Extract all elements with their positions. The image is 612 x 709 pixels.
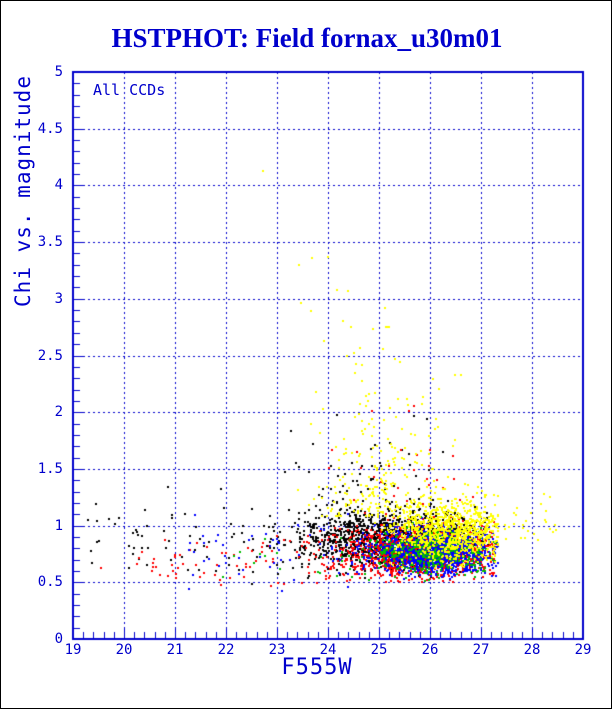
y-tick-label: 3.5 [37,234,63,250]
ccd-legend-label: All CCDs [93,81,166,99]
x-tick-label: 29 [574,642,592,658]
x-tick-label: 24 [319,642,337,658]
x-tick-label: 28 [523,642,541,658]
x-tick-label: 25 [370,642,388,658]
page-title: HSTPHOT: Field fornax_u30m01 [111,23,503,53]
x-tick-label: 19 [64,642,82,658]
x-tick-label: 20 [115,642,133,658]
y-tick-label: 0 [54,631,63,647]
x-tick-label: 22 [217,642,235,658]
x-tick-label: 27 [472,642,490,658]
x-tick-label: 26 [421,642,439,658]
y-tick-label: 1.5 [37,461,63,477]
y-tick-label: 0.5 [37,574,63,590]
x-axis-label: F555W [281,655,353,680]
y-tick-label: 5 [54,64,63,80]
x-tick-label: 23 [268,642,286,658]
y-tick-label: 4.5 [37,121,63,137]
y-tick-label: 3 [54,291,63,307]
y-tick-label: 1 [54,518,63,534]
x-tick-label: 21 [166,642,184,658]
y-tick-label: 4 [54,177,63,193]
y-tick-label: 2 [54,404,63,420]
y-tick-label: 2.5 [37,348,63,364]
